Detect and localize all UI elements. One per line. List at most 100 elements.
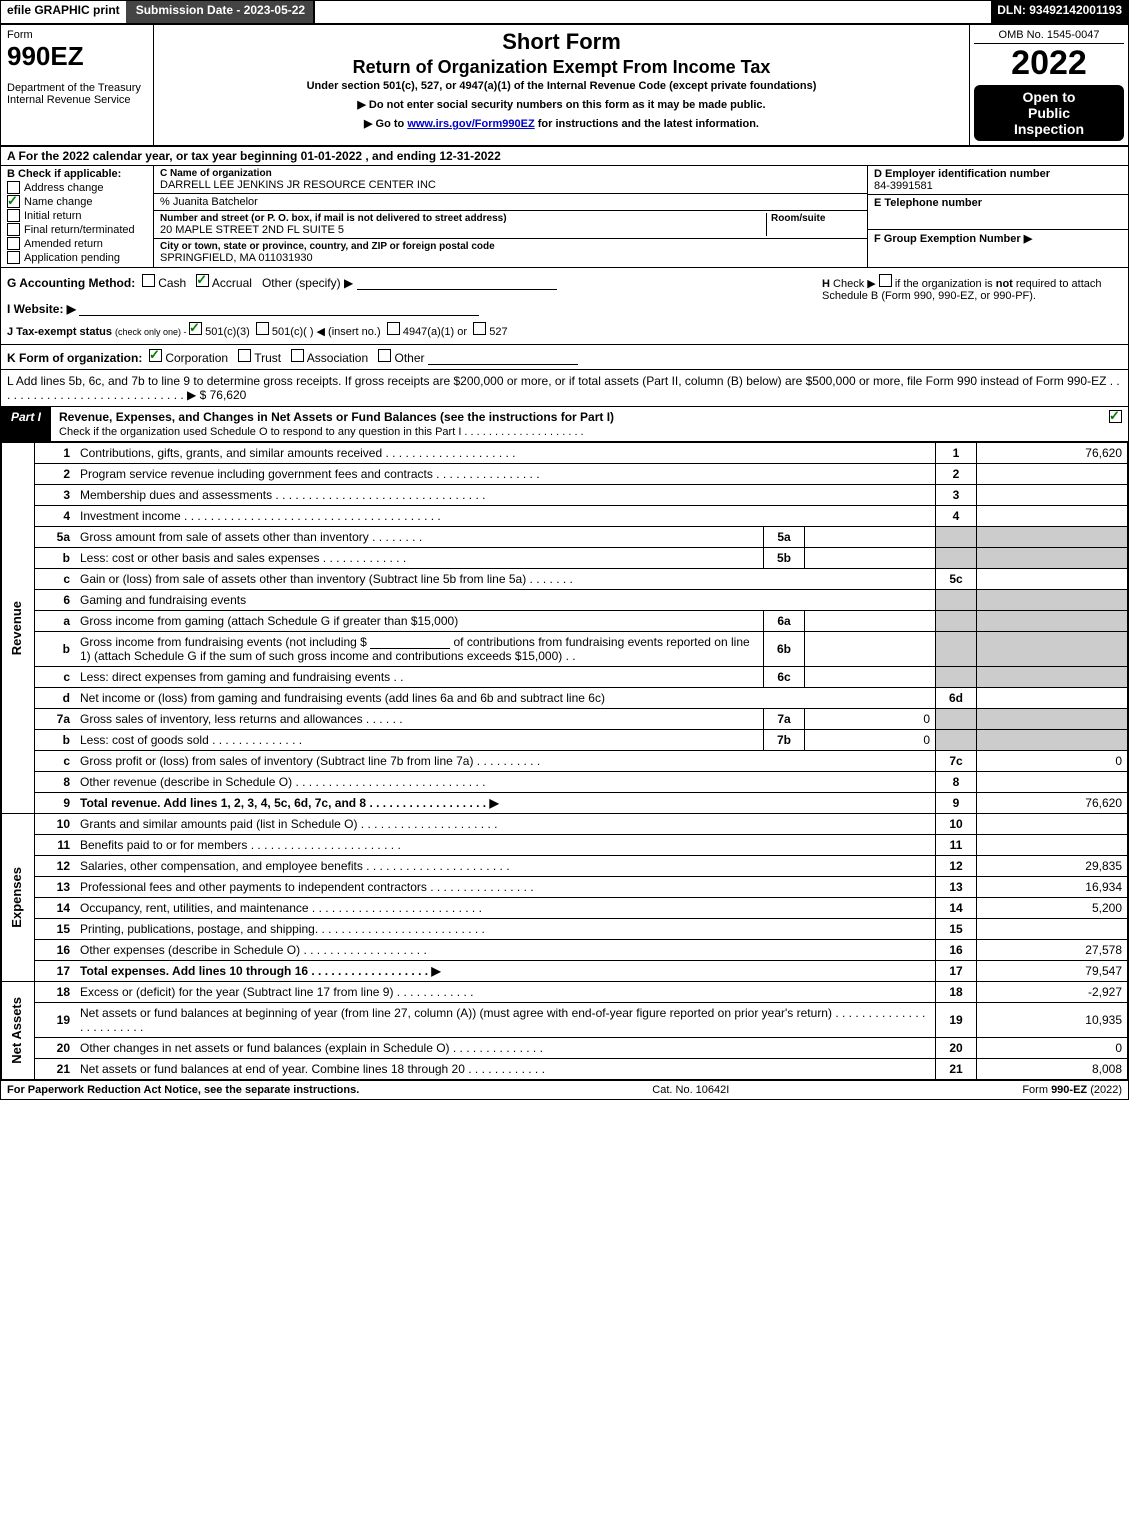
l2-desc: Program service revenue including govern…: [75, 464, 936, 485]
lbl-amended: Amended return: [24, 238, 103, 250]
line-8: 8 Other revenue (describe in Schedule O)…: [2, 772, 1128, 793]
g-label: G Accounting Method:: [7, 276, 135, 290]
l7a-no: 7a: [35, 709, 76, 730]
l16-desc: Other expenses (describe in Schedule O) …: [75, 940, 936, 961]
chkbox-final[interactable]: [7, 223, 20, 236]
k-other-fill[interactable]: [428, 352, 578, 365]
lbl-501c3: 501(c)(3): [205, 326, 250, 338]
form-number: 990EZ: [7, 41, 147, 72]
l6a-desc: Gross income from gaming (attach Schedul…: [75, 611, 764, 632]
l17-box: 17: [936, 961, 977, 982]
l6c-val: [977, 667, 1128, 688]
chkbox-name[interactable]: [7, 195, 20, 208]
top-bar: efile GRAPHIC print Submission Date - 20…: [1, 1, 1128, 25]
l21-desc: Net assets or fund balances at end of ye…: [75, 1059, 936, 1080]
chk-korg-other[interactable]: [378, 349, 391, 362]
footer: For Paperwork Reduction Act Notice, see …: [1, 1080, 1128, 1099]
chk-part1-scho[interactable]: [1109, 410, 1122, 423]
chk-final-return[interactable]: Final return/terminated: [7, 223, 147, 236]
chk-application-pending[interactable]: Application pending: [7, 251, 147, 264]
j-small: (check only one) -: [115, 327, 189, 337]
l11-val: [977, 835, 1128, 856]
chkbox-amended[interactable]: [7, 237, 20, 250]
line-6b: b Gross income from fundraising events (…: [2, 632, 1128, 667]
l10-box: 10: [936, 814, 977, 835]
l3-box: 3: [936, 485, 977, 506]
header-mid: Short Form Return of Organization Exempt…: [154, 25, 970, 145]
l9-box: 9: [936, 793, 977, 814]
chkbox-initial[interactable]: [7, 209, 20, 222]
main-title: Return of Organization Exempt From Incom…: [160, 57, 963, 78]
chk-address-change[interactable]: Address change: [7, 181, 147, 194]
l12-desc: Salaries, other compensation, and employ…: [75, 856, 936, 877]
l4-desc: Investment income . . . . . . . . . . . …: [75, 506, 936, 527]
c-name-cell: C Name of organization DARRELL LEE JENKI…: [154, 166, 867, 194]
line-11: 11 Benefits paid to or for members . . .…: [2, 835, 1128, 856]
top-spacer: [315, 1, 991, 23]
line-20: 20 Other changes in net assets or fund b…: [2, 1038, 1128, 1059]
h-text-prefix: H Check ▶: [822, 278, 879, 290]
lbl-501c: 501(c)( ) ◀ (insert no.): [272, 326, 381, 338]
lbl-other: Other (specify) ▶: [262, 276, 353, 290]
other-fill[interactable]: [357, 277, 557, 290]
chk-501c3[interactable]: [189, 322, 202, 335]
line-3: 3 Membership dues and assessments . . . …: [2, 485, 1128, 506]
g-left: G Accounting Method: Cash Accrual Other …: [1, 268, 816, 344]
l6c-box: [936, 667, 977, 688]
l7a-val: [977, 709, 1128, 730]
l6-desc: Gaming and fundraising events: [75, 590, 936, 611]
l12-no: 12: [35, 856, 76, 877]
chk-h[interactable]: [879, 274, 892, 287]
submission-date: Submission Date - 2023-05-22: [128, 1, 315, 23]
chk-accrual[interactable]: [196, 274, 209, 287]
l6-box: [936, 590, 977, 611]
line-15: 15 Printing, publications, postage, and …: [2, 919, 1128, 940]
chk-4947[interactable]: [387, 322, 400, 335]
form-label: Form: [7, 29, 147, 41]
i-label: I Website: ▶: [7, 302, 76, 316]
chk-527[interactable]: [473, 322, 486, 335]
subtitle: Under section 501(c), 527, or 4947(a)(1)…: [160, 80, 963, 92]
l7b-sub: 7b: [764, 730, 805, 751]
row-a-period: A For the 2022 calendar year, or tax yea…: [1, 147, 1128, 166]
line-19: 19 Net assets or fund balances at beginn…: [2, 1003, 1128, 1038]
footer-right: Form 990-EZ (2022): [1022, 1084, 1122, 1096]
line-6a: a Gross income from gaming (attach Sched…: [2, 611, 1128, 632]
chkbox-pending[interactable]: [7, 251, 20, 264]
g-line: G Accounting Method: Cash Accrual Other …: [7, 274, 810, 290]
l5c-desc: Gain or (loss) from sale of assets other…: [75, 569, 936, 590]
chk-corp[interactable]: [149, 349, 162, 362]
l7b-subval: 0: [805, 730, 936, 751]
l13-box: 13: [936, 877, 977, 898]
e-cell: E Telephone number: [868, 195, 1128, 230]
website-fill[interactable]: [79, 303, 479, 316]
l13-val: 16,934: [977, 877, 1128, 898]
chk-name-change[interactable]: Name change: [7, 195, 147, 208]
line-1: Revenue 1 Contributions, gifts, grants, …: [2, 443, 1128, 464]
l14-box: 14: [936, 898, 977, 919]
dept-line1: Department of the Treasury: [7, 82, 147, 94]
part1-check-line: Check if the organization used Schedule …: [59, 426, 584, 438]
part1-check: [1103, 407, 1128, 441]
efile-label: efile GRAPHIC print: [1, 1, 128, 23]
l6d-val: [977, 688, 1128, 709]
chk-assoc[interactable]: [291, 349, 304, 362]
col-c: C Name of organization DARRELL LEE JENKI…: [154, 166, 868, 267]
irs-link[interactable]: www.irs.gov/Form990EZ: [407, 118, 534, 130]
chk-amended-return[interactable]: Amended return: [7, 237, 147, 250]
chk-trust[interactable]: [238, 349, 251, 362]
d-label: D Employer identification number: [874, 168, 1122, 180]
chk-initial-return[interactable]: Initial return: [7, 209, 147, 222]
form-container: efile GRAPHIC print Submission Date - 20…: [0, 0, 1129, 1100]
open-to-public: Open to Public Inspection: [974, 85, 1124, 141]
l8-desc: Other revenue (describe in Schedule O) .…: [75, 772, 936, 793]
e-label: E Telephone number: [874, 197, 1122, 209]
section-bcdef: B Check if applicable: Address change Na…: [1, 166, 1128, 268]
l17-desc: Total expenses. Add lines 10 through 16 …: [75, 961, 936, 982]
l6b-fill[interactable]: [370, 636, 450, 649]
chk-cash[interactable]: [142, 274, 155, 287]
l15-val: [977, 919, 1128, 940]
chk-501c[interactable]: [256, 322, 269, 335]
l6c-sub: 6c: [764, 667, 805, 688]
line-10: Expenses 10 Grants and similar amounts p…: [2, 814, 1128, 835]
